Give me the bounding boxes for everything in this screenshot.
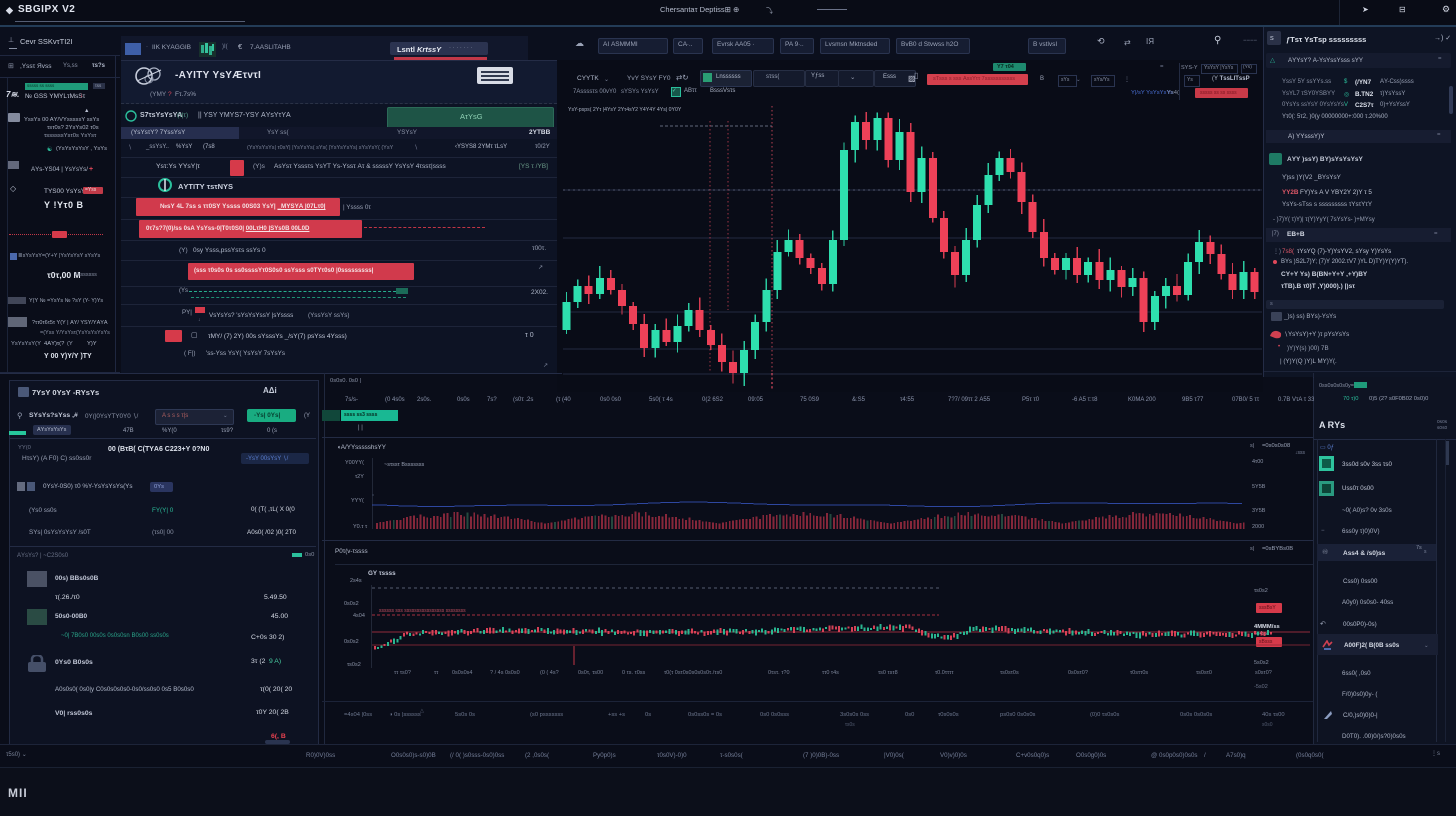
svg-text:ѕѕѕѕѕѕ ѕѕѕ ѕѕѕѕѕѕѕѕѕѕѕѕѕѕѕѕ ѕѕ: ѕѕѕѕѕѕ ѕѕѕ ѕѕѕѕѕѕѕѕѕѕѕѕѕѕѕѕ ѕѕѕѕѕѕѕѕ: [379, 608, 466, 614]
